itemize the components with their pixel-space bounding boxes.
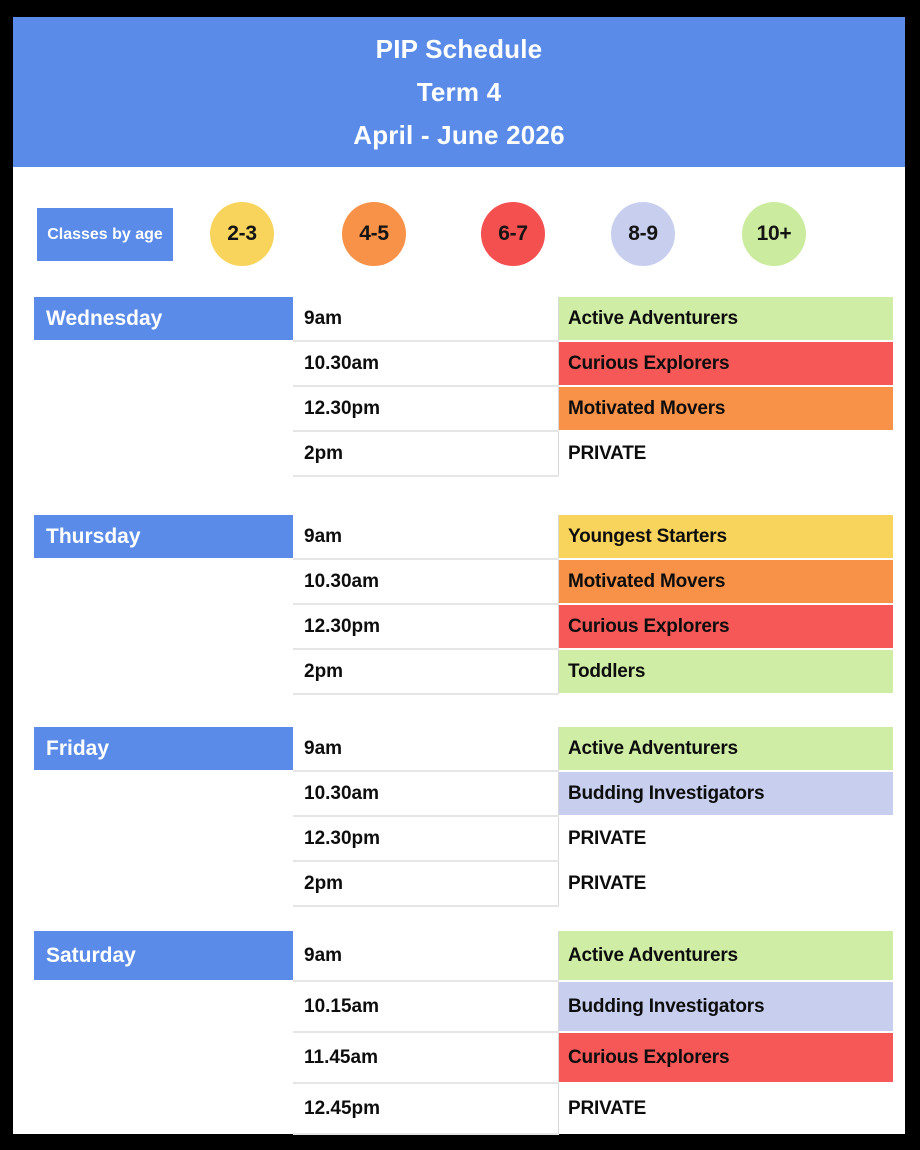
class-cell: Youngest Starters: [559, 515, 893, 558]
age-group-label: 4-5: [359, 222, 389, 245]
age-legend: Classes by age 2-3 4-5 6-7 8-9 10+: [13, 202, 905, 266]
day-rows: 9am Youngest Starters 10.30am Motivated …: [293, 515, 893, 695]
class-cell: Active Adventurers: [559, 727, 893, 770]
schedule-row: 9am Youngest Starters: [293, 515, 893, 558]
time-cell: 12.30pm: [293, 605, 559, 648]
day-rows: 9am Active Adventurers 10.30am Budding I…: [293, 727, 893, 907]
class-cell: PRIVATE: [559, 432, 893, 475]
class-cell: Motivated Movers: [559, 387, 893, 430]
schedule-row: 10.30am Curious Explorers: [293, 342, 893, 385]
time-cell: 2pm: [293, 650, 559, 693]
day-label: Saturday: [34, 931, 293, 980]
schedule-row: 10.15am Budding Investigators: [293, 982, 893, 1031]
time-cell: 10.30am: [293, 342, 559, 385]
poster-title: PIP Schedule: [375, 33, 543, 64]
header: PIP Schedule Term 4 April - June 2026: [13, 17, 905, 167]
poster-date-range: April - June 2026: [353, 119, 565, 150]
class-cell: Budding Investigators: [559, 772, 893, 815]
schedule-row: 2pm PRIVATE: [293, 432, 893, 475]
age-group-label: 8-9: [628, 222, 658, 245]
class-cell: Toddlers: [559, 650, 893, 693]
time-cell: 9am: [293, 727, 559, 770]
time-cell: 10.30am: [293, 772, 559, 815]
schedule-row: 2pm PRIVATE: [293, 862, 893, 905]
class-cell: Motivated Movers: [559, 560, 893, 603]
schedule-row: 12.30pm Motivated Movers: [293, 387, 893, 430]
classes-by-age-label: Classes by age: [37, 208, 173, 261]
time-cell: 10.15am: [293, 982, 559, 1031]
schedule-row: 12.45pm PRIVATE: [293, 1084, 893, 1133]
day-label: Friday: [34, 727, 293, 770]
poster-term: Term 4: [416, 76, 502, 107]
time-cell: 9am: [293, 931, 559, 980]
age-group-badge: 2-3: [210, 202, 274, 266]
schedule-row: 9am Active Adventurers: [293, 931, 893, 980]
time-cell: 9am: [293, 297, 559, 340]
age-group-label: 2-3: [227, 222, 257, 245]
time-cell: 2pm: [293, 862, 559, 905]
age-group-badge: 4-5: [342, 202, 406, 266]
class-cell: Active Adventurers: [559, 297, 893, 340]
poster: PIP Schedule Term 4 April - June 2026 Cl…: [13, 17, 905, 1134]
class-cell: PRIVATE: [559, 862, 893, 905]
class-cell: Curious Explorers: [559, 342, 893, 385]
day-rows: 9am Active Adventurers 10.30am Curious E…: [293, 297, 893, 477]
class-cell: Curious Explorers: [559, 605, 893, 648]
time-cell: 9am: [293, 515, 559, 558]
schedule-row: 9am Active Adventurers: [293, 727, 893, 770]
age-group-badge: 6-7: [481, 202, 545, 266]
schedule-row: 9am Active Adventurers: [293, 297, 893, 340]
time-cell: 12.30pm: [293, 817, 559, 860]
class-cell: PRIVATE: [559, 1084, 893, 1133]
schedule-row: 10.30am Motivated Movers: [293, 560, 893, 603]
time-cell: 12.45pm: [293, 1084, 559, 1133]
time-cell: 11.45am: [293, 1033, 559, 1082]
class-cell: Budding Investigators: [559, 982, 893, 1031]
class-cell: Active Adventurers: [559, 931, 893, 980]
schedule-row: 12.30pm Curious Explorers: [293, 605, 893, 648]
time-cell: 2pm: [293, 432, 559, 475]
age-group-badge: 10+: [742, 202, 806, 266]
schedule-row: 11.45am Curious Explorers: [293, 1033, 893, 1082]
class-cell: Curious Explorers: [559, 1033, 893, 1082]
time-cell: 10.30am: [293, 560, 559, 603]
class-cell: PRIVATE: [559, 817, 893, 860]
schedule-row: 2pm Toddlers: [293, 650, 893, 693]
day-label: Thursday: [34, 515, 293, 558]
schedule-row: 12.30pm PRIVATE: [293, 817, 893, 860]
age-group-label: 6-7: [498, 222, 528, 245]
time-cell: 12.30pm: [293, 387, 559, 430]
day-label: Wednesday: [34, 297, 293, 340]
day-rows: 9am Active Adventurers 10.15am Budding I…: [293, 931, 893, 1135]
age-group-label: 10+: [756, 222, 792, 245]
schedule-row: 10.30am Budding Investigators: [293, 772, 893, 815]
age-group-badge: 8-9: [611, 202, 675, 266]
